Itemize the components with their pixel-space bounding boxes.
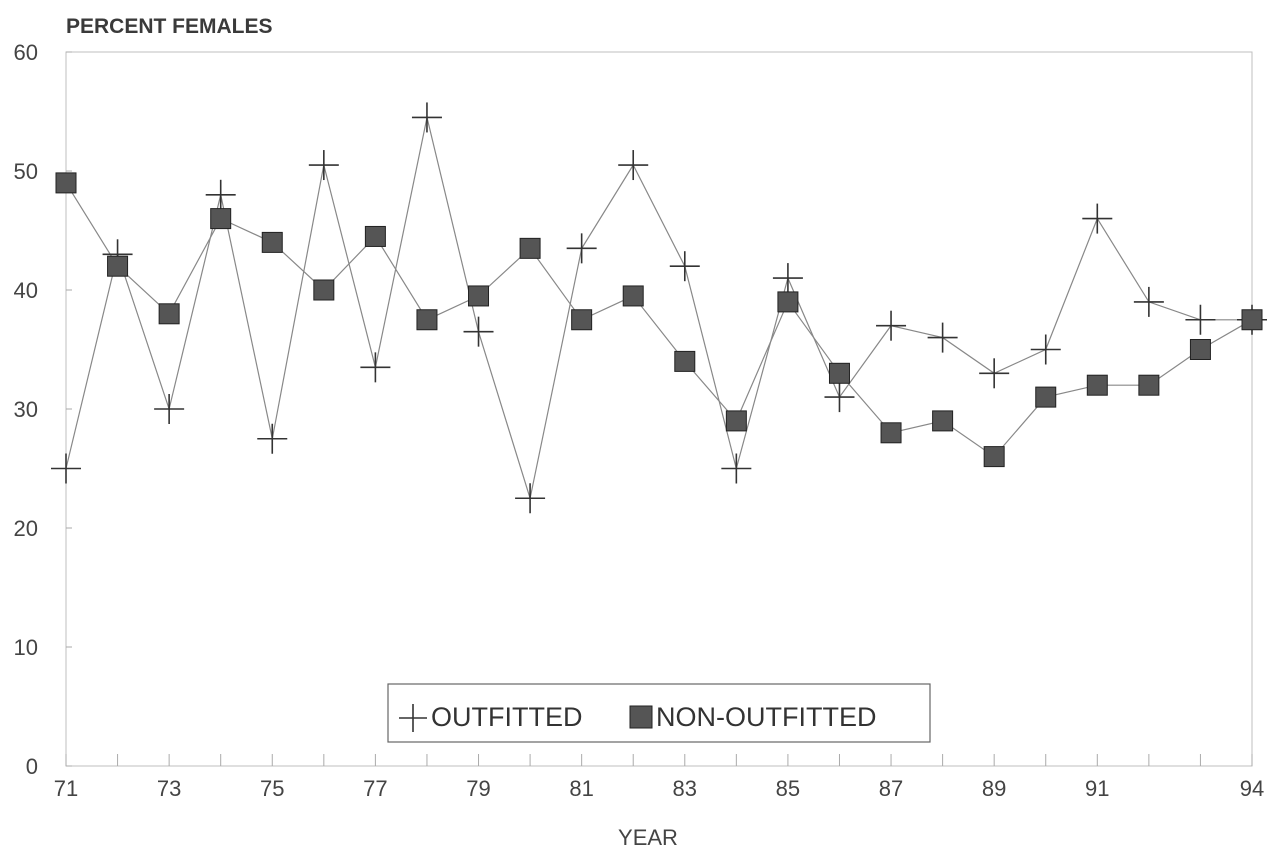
outfitted-point — [824, 382, 855, 413]
y-tick-label: 60 — [14, 40, 38, 65]
non-outfitted-point — [880, 422, 902, 444]
x-tick-label: 89 — [982, 776, 1006, 801]
outfitted-point — [1082, 203, 1113, 234]
series-line-outfitted — [65, 117, 1252, 499]
outfitted-point — [463, 316, 494, 347]
x-tick-label: 77 — [363, 776, 387, 801]
non-outfitted-point — [210, 208, 232, 230]
non-outfitted-point — [416, 309, 438, 331]
outfitted-point — [566, 233, 597, 264]
x-axis: 71 73 75 77 79 81 83 85 87 89 91 94 — [54, 754, 1264, 801]
outfitted-point — [1133, 286, 1164, 317]
outfitted-point — [1185, 304, 1216, 335]
chart-title: PERCENT FEMALES — [66, 15, 273, 38]
outfitted-point — [51, 453, 81, 484]
non-outfitted-point — [828, 362, 850, 384]
outfitted-point — [979, 358, 1010, 389]
non-outfitted-point — [107, 255, 129, 277]
non-outfitted-point — [468, 285, 490, 307]
outfitted-point — [669, 251, 700, 282]
non-outfitted-point — [519, 237, 541, 259]
x-tick-label: 94 — [1240, 776, 1264, 801]
outfitted-point — [927, 322, 958, 353]
non-outfitted-point — [364, 225, 386, 247]
y-tick-label: 50 — [14, 159, 38, 184]
non-outfitted-point — [1241, 309, 1263, 331]
series-layer — [51, 102, 1267, 514]
non-outfitted-point — [983, 446, 1005, 468]
non-outfitted-point — [1138, 374, 1160, 396]
outfitted-point — [515, 483, 546, 514]
legend-square-marker — [629, 705, 653, 729]
outfitted-point — [1030, 334, 1061, 365]
non-outfitted-point — [674, 350, 696, 372]
outfitted-point — [308, 150, 339, 181]
non-outfitted-point — [932, 410, 954, 432]
y-tick-label: 0 — [26, 754, 38, 779]
outfitted-point — [205, 179, 236, 210]
series-line-non-outfitted — [65, 182, 1253, 458]
x-tick-label: 75 — [260, 776, 284, 801]
legend-box — [387, 683, 931, 743]
non-outfitted-point — [725, 410, 747, 432]
legend-label-non-outfitted: NON-OUTFITTED — [656, 702, 876, 732]
outfitted-point — [257, 423, 288, 454]
outfitted-point — [411, 102, 442, 133]
non-outfitted-point — [1035, 386, 1057, 408]
non-outfitted-point — [1189, 339, 1211, 360]
outfitted-point — [876, 310, 907, 341]
y-tick-label: 20 — [14, 516, 38, 541]
y-tick-label: 10 — [14, 635, 38, 660]
y-axis: 0 10 20 30 40 50 60 — [14, 40, 72, 779]
y-tick-label: 40 — [14, 278, 38, 303]
outfitted-point — [154, 394, 185, 424]
outfitted-point — [360, 352, 391, 383]
x-tick-label: 87 — [879, 776, 903, 801]
legend-plus-marker — [399, 704, 427, 732]
plot-frame — [65, 51, 1253, 767]
x-axis-title: YEAR — [618, 825, 678, 850]
x-tick-label: 71 — [54, 776, 78, 801]
outfitted-point — [721, 453, 752, 484]
non-outfitted-point — [55, 172, 77, 194]
non-outfitted-point — [1086, 374, 1108, 396]
outfitted-point — [618, 150, 649, 181]
non-outfitted-point — [261, 231, 283, 253]
non-outfitted-point — [622, 285, 644, 307]
non-outfitted-point — [158, 303, 180, 325]
x-tick-label: 73 — [157, 776, 181, 801]
x-tick-label: 85 — [776, 776, 800, 801]
y-tick-label: 30 — [14, 397, 38, 422]
outfitted-point — [772, 263, 803, 294]
legend: OUTFITTED NON-OUTFITTED — [387, 683, 931, 743]
non-outfitted-point — [313, 279, 335, 301]
x-tick-label: 79 — [466, 776, 490, 801]
x-tick-label: 91 — [1085, 776, 1109, 801]
legend-label-outfitted: OUTFITTED — [431, 702, 582, 732]
non-outfitted-point — [571, 309, 593, 331]
x-tick-label: 81 — [569, 776, 593, 801]
x-tick-label: 83 — [673, 776, 697, 801]
non-outfitted-point — [777, 291, 799, 313]
